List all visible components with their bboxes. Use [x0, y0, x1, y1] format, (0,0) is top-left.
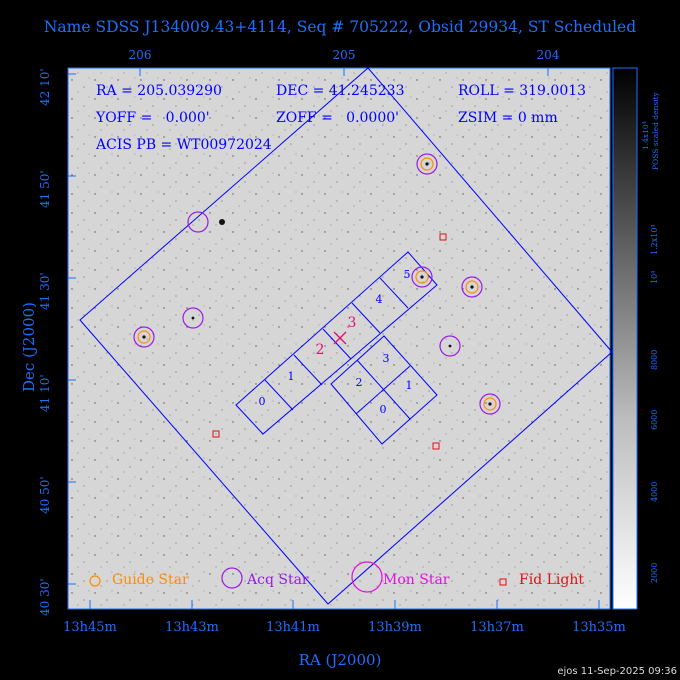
- info-dec: DEC = 41.245233: [276, 83, 405, 99]
- info-yoff: YOFF = 0.000': [95, 110, 210, 126]
- x-axis-label: RA (J2000): [298, 651, 382, 669]
- left-tick-4130: 41 30': [38, 272, 52, 310]
- legend-mon-label: Mon Star: [383, 572, 450, 588]
- legend-fid-symbol: [499, 578, 507, 586]
- acis-s-chip-0: 0: [259, 395, 266, 408]
- info-ra: RA = 205.039290: [96, 83, 222, 99]
- acis-i-chip-0: 0: [380, 403, 387, 416]
- legend-fid-label: Fid Light: [519, 572, 584, 588]
- left-tick-4030: 40 30': [38, 578, 52, 616]
- acis-s-chip-5: 5: [404, 268, 411, 281]
- colorbar-max-label: 1.4x10⁴: [641, 121, 650, 150]
- left-tick-4150: 41 50': [38, 170, 52, 208]
- top-tick-204: 204: [536, 48, 560, 62]
- legend-guide-symbol: [89, 575, 101, 587]
- colorbar-title: POSS scaled density: [651, 92, 660, 170]
- legend-guide-label: Guide Star: [112, 572, 189, 588]
- bottom-tick-1337: 13h37m: [470, 620, 524, 635]
- left-tick-4210: 42 10': [38, 68, 52, 106]
- aimpoint-marker: [333, 331, 347, 345]
- bright-star: [219, 219, 225, 225]
- acis-s-chip-1: 1: [288, 370, 295, 383]
- colorbar-tick-6000: 6000: [650, 409, 659, 430]
- info-roll: ROLL = 319.0013: [458, 83, 586, 99]
- fid-lights: [212, 233, 447, 450]
- y-axis-label: Dec (J2000): [20, 302, 38, 392]
- axis-ticks: [68, 68, 600, 609]
- acis-s-chips: [235, 251, 438, 435]
- info-zsim: ZSIM = 0 mm: [458, 110, 558, 126]
- bottom-tick-1341: 13h41m: [266, 620, 320, 635]
- legend-mon-symbol: [351, 561, 383, 593]
- field-outline: [79, 67, 613, 605]
- colorbar: [612, 67, 638, 610]
- acis-i-chip-1: 1: [406, 379, 413, 392]
- legend-acq-symbol: [221, 567, 243, 589]
- footer-stamp: ejos 11-Sep-2025 09:36: [557, 666, 677, 677]
- colorbar-tick-4000: 4000: [650, 481, 659, 502]
- guide-stars: [137, 157, 497, 411]
- colorbar-tick-12000: 1.2x10⁴: [650, 224, 659, 255]
- colorbar-tick-10000: 10⁴: [650, 270, 659, 284]
- info-acis-pb: ACIS PB = WT00972024: [95, 137, 272, 153]
- left-tick-4110: 41 10': [38, 374, 52, 412]
- acis-i-chips: [330, 335, 438, 445]
- bottom-tick-1335: 13h35m: [572, 620, 626, 635]
- acis-s-chip-4: 4: [376, 293, 383, 306]
- bottom-tick-1345: 13h45m: [63, 620, 117, 635]
- top-tick-206: 206: [128, 48, 152, 62]
- acis-i-chip-2: 2: [356, 376, 363, 389]
- legend-acq-label: Acq Star: [246, 572, 309, 588]
- bottom-tick-1339: 13h39m: [368, 620, 422, 635]
- colorbar-tick-8000: 8000: [650, 349, 659, 370]
- bottom-tick-1343: 13h43m: [165, 620, 219, 635]
- left-tick-4050: 40 50': [38, 476, 52, 514]
- colorbar-tick-2000: 2000: [650, 562, 659, 583]
- top-tick-205: 205: [332, 48, 356, 62]
- info-zoff: ZOFF = 0.0000': [276, 110, 399, 126]
- aimpoint-label-2: 2: [316, 342, 325, 358]
- plot-frame: [67, 67, 611, 610]
- acis-i-chip-3: 3: [383, 352, 390, 365]
- plot-title: Name SDSS J134009.43+4114, Seq # 705222,…: [43, 18, 637, 36]
- catalog-stars: [142, 162, 492, 406]
- aimpoint-label-3: 3: [348, 315, 357, 331]
- acq-stars: [133, 153, 501, 415]
